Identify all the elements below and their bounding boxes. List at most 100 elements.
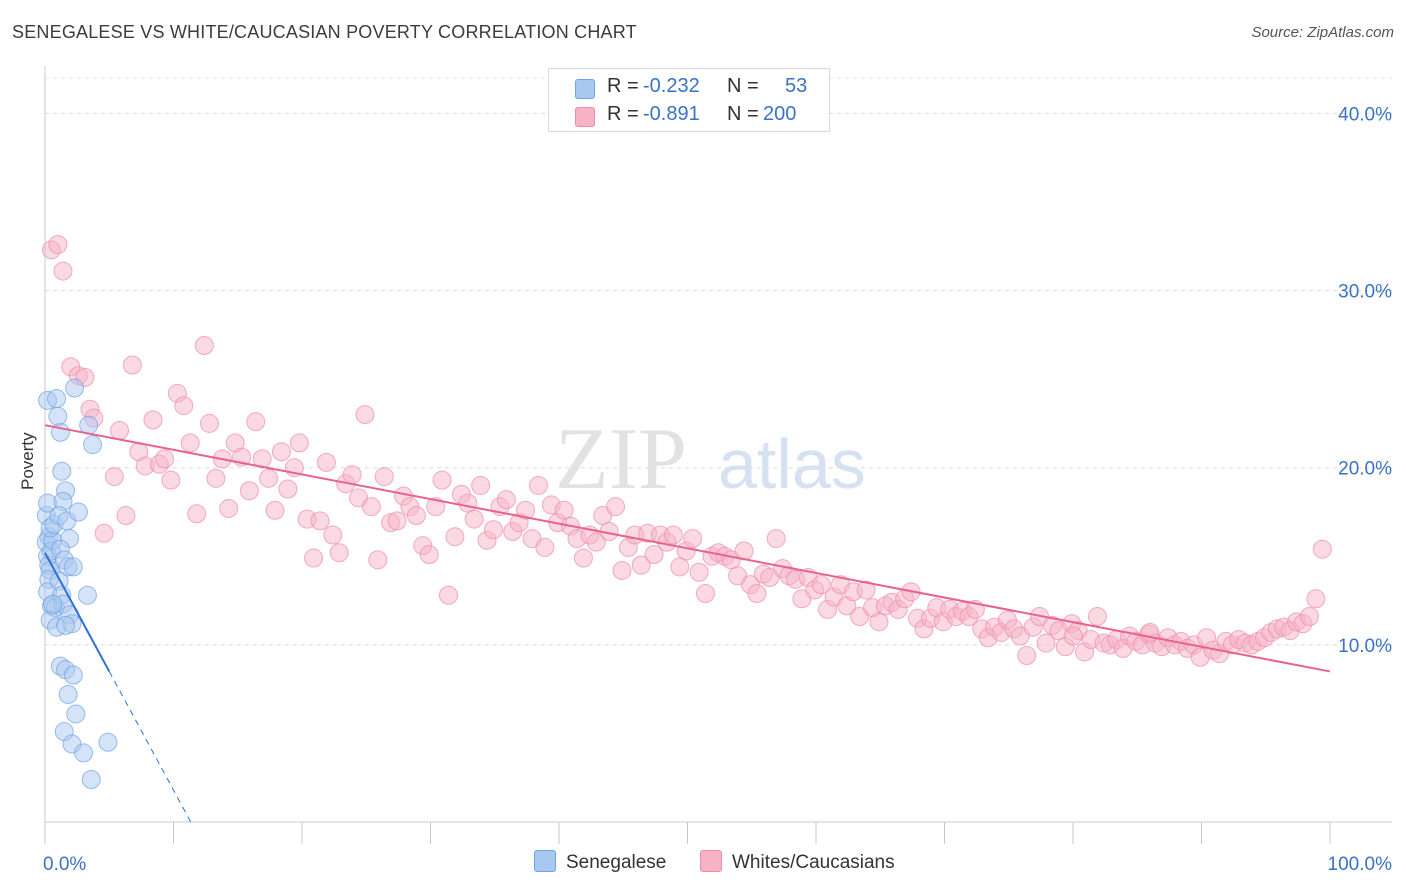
data-point	[122, 355, 142, 375]
data-point	[239, 481, 259, 501]
watermark-zip: ZIP	[555, 411, 687, 508]
trend-line-senegalese-extension	[108, 671, 194, 826]
trend-lines	[44, 424, 1331, 826]
data-point	[66, 704, 86, 724]
data-point	[535, 537, 555, 557]
data-point	[74, 743, 94, 763]
tick-labels: 10.0% 20.0% 30.0% 40.0% 0.0% 100.0%	[43, 104, 1392, 875]
data-point	[355, 405, 375, 425]
data-point	[252, 449, 272, 469]
data-point	[516, 500, 536, 520]
data-point	[432, 470, 452, 490]
x-tick-label: 0.0%	[43, 854, 86, 875]
data-point	[316, 452, 336, 472]
legend-n-label: N =	[727, 103, 759, 125]
data-point	[259, 468, 279, 488]
data-point	[683, 529, 703, 549]
data-point	[271, 442, 291, 462]
data-point	[438, 585, 458, 605]
data-point	[811, 575, 831, 595]
data-point	[644, 545, 664, 565]
data-point	[143, 410, 163, 430]
legend-row-whites: R = -0.891 N = 200	[549, 101, 829, 129]
data-point	[458, 493, 478, 513]
legend-swatch-senegalese	[575, 79, 595, 99]
bottom-legend-label-senegalese: Senegalese	[566, 852, 667, 873]
bottom-legend-senegalese: Senegalese	[534, 850, 666, 874]
y-tick-label: 20.0%	[1338, 459, 1392, 480]
series-whites-points	[41, 235, 1332, 667]
data-point	[47, 389, 67, 409]
data-point	[63, 557, 83, 577]
bottom-legend-label-whites: Whites/Caucasians	[732, 852, 895, 873]
legend-n-value: 200	[763, 103, 797, 125]
data-point	[43, 594, 63, 614]
legend-r-label: R =	[607, 75, 639, 97]
bottom-legend-swatch-whites	[700, 850, 722, 872]
y-tick-label: 10.0%	[1338, 636, 1392, 657]
data-point	[304, 548, 324, 568]
data-point	[56, 615, 76, 635]
data-point	[1087, 607, 1107, 627]
data-point	[1063, 626, 1083, 646]
data-point	[98, 732, 118, 752]
data-point	[1017, 645, 1037, 665]
data-point	[48, 406, 68, 426]
data-point	[180, 433, 200, 453]
data-point	[110, 421, 130, 441]
legend-n-label: N =	[727, 75, 759, 97]
data-point	[361, 497, 381, 517]
data-point	[471, 475, 491, 495]
data-point	[573, 548, 593, 568]
y-tick-label: 40.0%	[1338, 104, 1392, 125]
data-point	[869, 612, 889, 632]
data-point	[663, 525, 683, 545]
data-point	[406, 506, 426, 526]
data-point	[174, 396, 194, 416]
data-point	[387, 511, 407, 531]
data-point	[278, 479, 298, 499]
data-point	[161, 470, 181, 490]
data-point	[246, 412, 266, 432]
data-point	[48, 235, 68, 255]
data-point	[194, 335, 214, 355]
x-tick-label: 100.0%	[1328, 854, 1393, 875]
data-point	[528, 475, 548, 495]
data-point	[310, 511, 330, 531]
axes	[44, 66, 1392, 844]
data-point	[323, 525, 343, 545]
legend-r-value: -0.891	[643, 103, 700, 125]
data-point	[689, 562, 709, 582]
bottom-legend-whites: Whites/Caucasians	[700, 850, 895, 874]
data-point	[419, 545, 439, 565]
data-point	[52, 461, 72, 481]
data-point	[670, 557, 690, 577]
series-senegalese-points	[36, 378, 118, 789]
data-point	[83, 435, 103, 455]
data-point	[289, 433, 309, 453]
data-point	[199, 413, 219, 433]
data-point	[445, 527, 465, 547]
y-axis-label: Poverty	[18, 432, 37, 490]
data-point	[554, 500, 574, 520]
y-tick-label: 30.0%	[1338, 282, 1392, 303]
data-point	[187, 504, 207, 524]
watermark: ZIP atlas	[555, 411, 866, 508]
data-point	[77, 585, 97, 605]
data-point	[606, 497, 626, 517]
data-point	[1312, 539, 1332, 559]
data-point	[155, 449, 175, 469]
data-point	[206, 468, 226, 488]
data-point	[426, 497, 446, 517]
data-point	[695, 583, 715, 603]
data-point	[53, 261, 73, 281]
data-point	[104, 467, 124, 487]
legend-r-label: R =	[607, 103, 639, 125]
data-point	[631, 555, 651, 575]
data-point	[586, 532, 606, 552]
data-point	[496, 490, 516, 510]
data-point	[116, 506, 136, 526]
data-point	[368, 550, 388, 570]
data-point	[1306, 589, 1326, 609]
